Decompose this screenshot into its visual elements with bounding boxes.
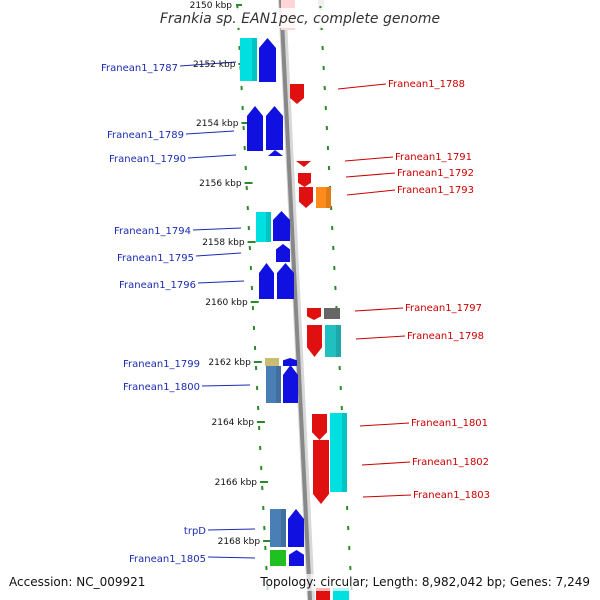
gene-label-right[interactable]: Franean1_1792 xyxy=(397,168,474,179)
tick-label: 2154 kbp xyxy=(196,119,239,129)
footer-backdrop xyxy=(258,574,592,591)
feature-block xyxy=(270,550,286,566)
tick-label: 2168 kbp xyxy=(218,537,261,547)
gene-label-left[interactable]: Franean1_1795 xyxy=(117,253,194,264)
gene-label-left[interactable]: trpD xyxy=(184,526,206,537)
label-leader-line xyxy=(346,189,396,196)
feature-block xyxy=(324,308,340,319)
title-backdrop xyxy=(160,8,440,28)
gene-label-left[interactable]: Franean1_1789 xyxy=(107,130,184,141)
tick-label: 2152 kbp xyxy=(193,60,236,70)
gene-label-right[interactable]: Franean1_1791 xyxy=(395,152,472,163)
feature-shade xyxy=(336,325,341,357)
tick-label: 2160 kbp xyxy=(205,298,248,308)
forward-gene-arrow xyxy=(288,509,304,547)
label-leader-line xyxy=(355,335,406,340)
reverse-gene-arrow xyxy=(296,161,311,167)
gene-label-left[interactable]: Franean1_1787 xyxy=(101,63,178,74)
feature-block xyxy=(325,325,341,357)
label-leader-line xyxy=(185,130,235,135)
reverse-gene-arrow xyxy=(312,414,327,440)
feature-block xyxy=(270,509,286,547)
reverse-gene-arrow xyxy=(299,187,313,208)
feature-shade xyxy=(266,212,271,242)
forward-gene-arrow xyxy=(283,358,297,366)
tick-label: 2162 kbp xyxy=(208,358,251,368)
reverse-gene-arrow xyxy=(307,308,321,320)
label-leader-line xyxy=(187,154,237,159)
gene-label-left[interactable]: Franean1_1799 xyxy=(123,359,200,370)
label-leader-line xyxy=(197,280,245,284)
feature-shade xyxy=(281,509,286,547)
label-leader-line xyxy=(354,307,404,312)
gene-label-left[interactable]: Franean1_1790 xyxy=(109,154,186,165)
feature-block xyxy=(240,38,257,81)
gene-label-left[interactable]: Franean1_1805 xyxy=(129,554,206,565)
forward-gene-arrow xyxy=(259,38,276,82)
forward-gene-arrow xyxy=(259,263,274,299)
gene-label-left[interactable]: Franean1_1796 xyxy=(119,280,196,291)
genome-backbone xyxy=(279,0,312,600)
accession-text: Accession: NC_009921 xyxy=(9,575,145,589)
reverse-gene-arrow xyxy=(313,440,329,504)
feature-block xyxy=(330,413,347,492)
right-rail xyxy=(319,5,353,591)
feature-block xyxy=(265,358,279,366)
forward-gene-arrow xyxy=(273,211,290,241)
label-leader-line xyxy=(359,422,410,427)
forward-gene-arrow xyxy=(289,550,304,566)
feature-shade xyxy=(326,187,331,208)
forward-gene-arrow xyxy=(277,263,294,299)
label-leader-line xyxy=(337,83,387,90)
forward-gene-arrow xyxy=(276,244,290,262)
forward-gene-arrow xyxy=(283,365,298,403)
gene-label-left[interactable]: Franean1_1800 xyxy=(123,382,200,393)
reverse-gene-arrow xyxy=(298,173,311,187)
reverse-gene-arrow xyxy=(307,325,322,357)
tick-label: 2158 kbp xyxy=(202,238,245,248)
label-leader-line xyxy=(362,494,412,498)
tick-label: 2156 kbp xyxy=(199,179,242,189)
feature-shade xyxy=(276,366,281,403)
gene-label-right[interactable]: Franean1_1797 xyxy=(405,303,482,314)
feature-block xyxy=(266,366,281,403)
label-leader-line xyxy=(345,172,396,178)
gene-label-left[interactable]: Franean1_1794 xyxy=(114,226,191,237)
topology-text: Topology: circular; Length: 8,982,042 bp… xyxy=(259,575,590,589)
feature-block xyxy=(256,212,271,242)
feature-shade xyxy=(342,413,347,492)
forward-gene-arrow xyxy=(268,150,283,156)
tick-label: 2150 kbp xyxy=(190,1,233,11)
reverse-gene-arrow xyxy=(290,84,304,104)
gene-label-right[interactable]: Franean1_1802 xyxy=(412,457,489,468)
feature-block xyxy=(316,187,331,208)
label-leader-line xyxy=(179,61,237,67)
tick-label: 2166 kbp xyxy=(215,478,258,488)
label-leader-line xyxy=(192,227,242,231)
label-leader-line xyxy=(207,556,256,559)
page-title: Frankia sp. EAN1pec, complete genome xyxy=(160,11,440,27)
label-leader-line xyxy=(201,384,251,387)
label-leader-line xyxy=(207,528,256,531)
gene-label-right[interactable]: Franean1_1803 xyxy=(413,490,490,501)
feature-shade xyxy=(252,38,257,81)
forward-gene-arrow xyxy=(266,106,283,150)
gene-label-right[interactable]: Franean1_1801 xyxy=(411,418,488,429)
tick-label: 2164 kbp xyxy=(212,418,255,428)
label-leader-line xyxy=(361,461,411,466)
gene-label-right[interactable]: Franean1_1798 xyxy=(407,331,484,342)
label-leader-line xyxy=(344,156,394,162)
forward-gene-arrow xyxy=(247,106,263,151)
label-leader-line xyxy=(195,252,242,257)
gene-label-right[interactable]: Franean1_1788 xyxy=(388,79,465,90)
gene-label-right[interactable]: Franean1_1793 xyxy=(397,185,474,196)
